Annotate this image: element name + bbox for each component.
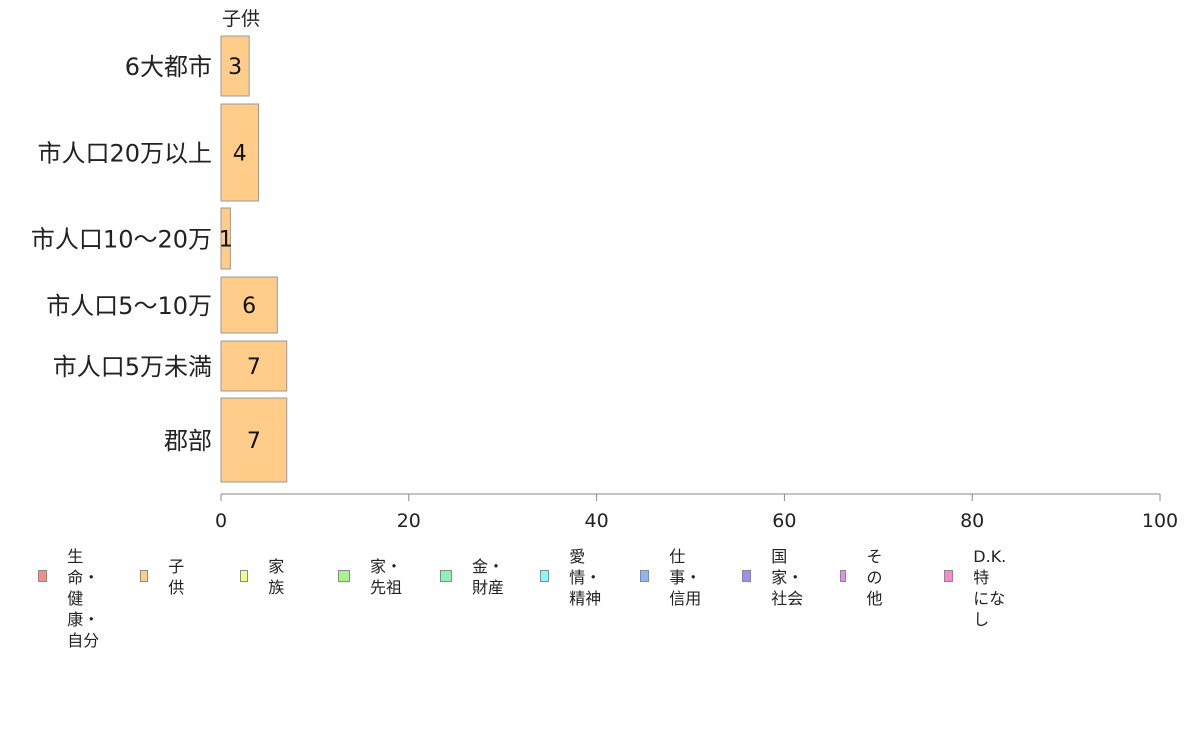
bar: [220, 35, 250, 97]
legend-label: 仕事・ 信用: [669, 547, 702, 608]
legend-item: 生命・ 健康・ 自分: [38, 546, 102, 651]
bar: [220, 397, 288, 483]
x-tick-label: 0: [215, 510, 227, 532]
legend-label: 愛情・ 精神: [569, 547, 602, 608]
data-label: 7: [247, 429, 261, 454]
x-tick-label: 100: [1142, 510, 1178, 532]
legend-item: 愛情・ 精神: [540, 546, 604, 609]
legend-swatch: [840, 570, 847, 582]
legend-item: 家・ 先祖: [338, 546, 402, 608]
data-label: 3: [228, 55, 242, 80]
legend-swatch: [742, 570, 752, 582]
category-label: 市人口5万未満: [53, 353, 212, 381]
legend-label: D.K.特 になし: [973, 547, 1007, 629]
bar: [220, 207, 231, 270]
category-label: 郡部: [164, 427, 212, 455]
legend-label: その他: [866, 547, 883, 608]
legend-item: 国家・ 社会: [742, 546, 806, 609]
x-tick-label: 40: [585, 510, 609, 532]
x-tick-label: 80: [960, 510, 984, 532]
data-label: 4: [233, 142, 247, 167]
bar: [220, 340, 288, 392]
data-label: 6: [242, 294, 256, 319]
legend-item: 家族: [240, 546, 288, 608]
legend-label: 家・ 先祖: [370, 557, 403, 597]
legend-label: 家族: [268, 557, 285, 597]
legend-swatch: [540, 570, 550, 582]
legend-swatch: [944, 570, 954, 582]
legend-swatch: [640, 570, 650, 582]
legend-item: 金・ 財産: [440, 546, 504, 608]
legend-label: 子供: [168, 557, 185, 597]
legend-label: 国家・ 社会: [771, 547, 804, 608]
x-axis: 0 20 40 60 80 100: [215, 493, 1178, 532]
legend-swatch: [440, 570, 452, 582]
bar: [220, 103, 260, 202]
x-tick-label: 20: [397, 510, 421, 532]
legend-swatch: [338, 570, 350, 582]
legend-swatch: [140, 570, 149, 582]
legend-swatch: [38, 570, 48, 582]
legend-item: 子供: [140, 546, 188, 608]
legend-label: 金・ 財産: [472, 557, 505, 597]
category-label: 6大都市: [125, 53, 212, 81]
category-label: 市人口5〜10万: [46, 292, 212, 320]
category-label: 市人口10〜20万: [31, 226, 212, 254]
bar-chart: 子供 3 4 1 6 7 7 6大都市市人口20万以上市人口10〜20万市人口5〜10万市…: [31, 8, 1178, 532]
legend-item: その他: [840, 546, 888, 609]
data-label: 1: [219, 228, 233, 253]
legend-item: D.K.特 になし: [944, 546, 1009, 630]
x-tick-label: 60: [772, 510, 796, 532]
bars-group: 3 4 1 6 7 7: [219, 35, 288, 483]
legend-item: 仕事・ 信用: [640, 546, 704, 609]
bar: [220, 276, 278, 334]
series-title: 子供: [222, 8, 260, 30]
legend-label: 生命・ 健康・ 自分: [67, 547, 100, 650]
legend-swatch: [240, 570, 249, 582]
data-label: 7: [247, 355, 261, 380]
category-label: 市人口20万以上: [37, 140, 212, 168]
